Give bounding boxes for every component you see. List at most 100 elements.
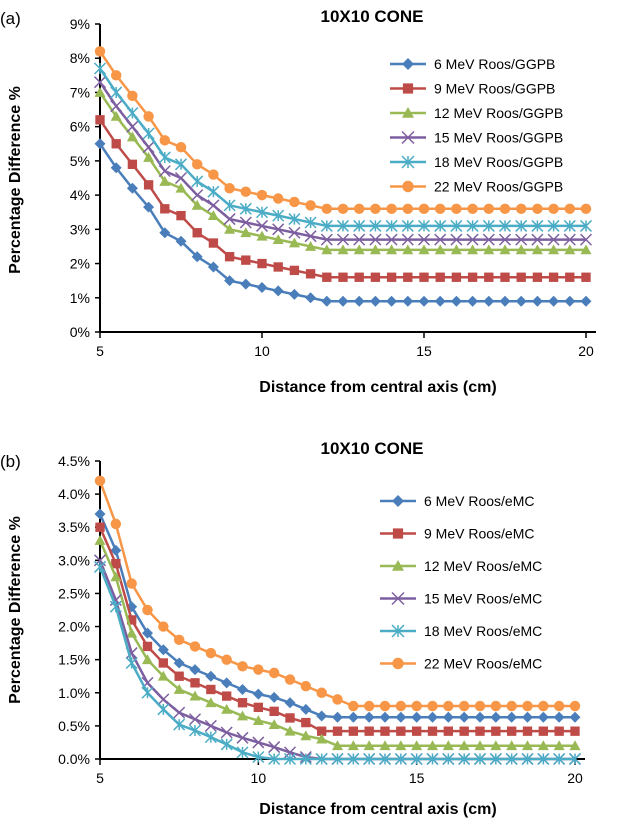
circle-marker: [240, 186, 252, 197]
square-marker: [95, 115, 105, 125]
legend-label: 18 MeV Roos/eMC: [424, 623, 542, 639]
x-marker: [288, 226, 301, 239]
square-marker: [241, 255, 251, 265]
diamond-marker: [110, 162, 122, 174]
square-marker: [427, 726, 438, 736]
triangle-marker: [537, 740, 549, 751]
triangle-marker: [189, 690, 201, 701]
x-marker: [173, 706, 186, 719]
asterisk-marker: [363, 752, 376, 766]
triangle-marker: [392, 560, 404, 571]
diamond-marker: [531, 295, 543, 307]
circle-marker: [418, 203, 430, 215]
square-marker: [206, 684, 216, 695]
diamond-marker: [110, 544, 122, 556]
asterisk-marker: [272, 209, 285, 222]
x-marker: [142, 141, 155, 154]
square-marker: [516, 272, 526, 282]
triangle-marker: [143, 151, 155, 162]
square-marker: [111, 139, 121, 149]
triangle-marker: [483, 244, 495, 255]
chart-title: 10X10 CONE: [321, 439, 424, 458]
x-marker: [191, 189, 204, 202]
diamond-marker: [490, 711, 502, 723]
y-tick-label: 2.5%: [58, 585, 90, 601]
square-marker: [451, 272, 462, 282]
square-marker: [158, 658, 169, 668]
x-marker: [255, 219, 269, 232]
diamond-marker: [157, 644, 169, 656]
triangle-marker: [564, 244, 576, 255]
square-marker: [192, 228, 202, 238]
square-marker: [419, 272, 429, 282]
diamond-marker: [564, 295, 576, 307]
circle-marker: [564, 203, 576, 215]
legend-item: 9 MeV Roos/GGPB: [390, 81, 555, 97]
diamond-marker: [205, 670, 217, 682]
circle-marker: [110, 518, 122, 530]
triangle-marker: [94, 534, 106, 545]
circle-marker: [538, 700, 549, 712]
legend-item: 12 MeV Roos/GGPB: [390, 105, 563, 121]
diamond-marker: [395, 711, 407, 723]
circle-marker: [402, 180, 414, 193]
circle-marker: [451, 203, 462, 215]
asterisk-marker: [173, 718, 186, 731]
circle-marker: [221, 654, 232, 665]
diamond-marker: [332, 711, 343, 723]
y-tick-label: 1.0%: [58, 685, 90, 701]
circle-marker: [370, 203, 381, 215]
circle-marker: [522, 700, 533, 712]
asterisk-marker: [188, 724, 202, 737]
diamond-marker: [337, 295, 349, 307]
x-marker: [174, 171, 188, 185]
x-marker: [336, 233, 350, 246]
triangle-marker: [126, 627, 138, 638]
diamond-marker: [159, 227, 171, 239]
x-marker: [515, 233, 528, 246]
square-marker: [538, 726, 549, 736]
legend-item: 15 MeV Roos/GGPB: [390, 130, 563, 146]
circle-marker: [289, 196, 300, 208]
asterisk-marker: [109, 600, 122, 613]
asterisk-marker: [353, 219, 366, 232]
asterisk-marker: [537, 752, 550, 766]
asterisk-marker: [336, 219, 350, 232]
circle-marker: [392, 657, 404, 670]
asterisk-marker: [473, 752, 487, 766]
asterisk-marker: [288, 213, 301, 226]
diamond-marker: [237, 683, 248, 695]
y-tick-label: 6%: [70, 119, 90, 135]
square-marker: [95, 522, 105, 532]
circle-marker: [458, 700, 470, 712]
square-marker: [554, 726, 564, 736]
asterisk-marker: [369, 219, 382, 232]
square-marker: [142, 641, 153, 652]
diamond-marker: [402, 58, 414, 70]
x-marker: [450, 233, 463, 246]
asterisk-marker: [331, 752, 344, 766]
diamond-marker: [515, 295, 527, 307]
legend-label: 18 MeV Roos/GGPB: [434, 154, 563, 170]
y-tick-label: 4.5%: [58, 453, 90, 469]
legend-item: 12 MeV Roos/eMC: [380, 558, 542, 574]
circle-marker: [427, 700, 438, 712]
triangle-marker: [157, 670, 169, 681]
x-marker: [401, 233, 414, 246]
diamond-marker: [392, 495, 404, 507]
square-marker: [322, 272, 332, 282]
legend-label: 12 MeV Roos/eMC: [424, 558, 542, 574]
diamond-marker: [369, 295, 381, 307]
series-1: [95, 115, 591, 282]
asterisk-marker: [283, 752, 297, 766]
series-5: [94, 475, 581, 712]
circle-marker: [268, 667, 280, 679]
x-marker: [158, 165, 171, 178]
triangle-marker: [402, 107, 414, 118]
diamond-marker: [458, 711, 470, 723]
diamond-marker: [569, 711, 581, 723]
square-marker: [570, 726, 580, 736]
x-marker: [391, 591, 405, 606]
triangle-marker: [506, 740, 518, 751]
x-marker: [369, 233, 382, 246]
